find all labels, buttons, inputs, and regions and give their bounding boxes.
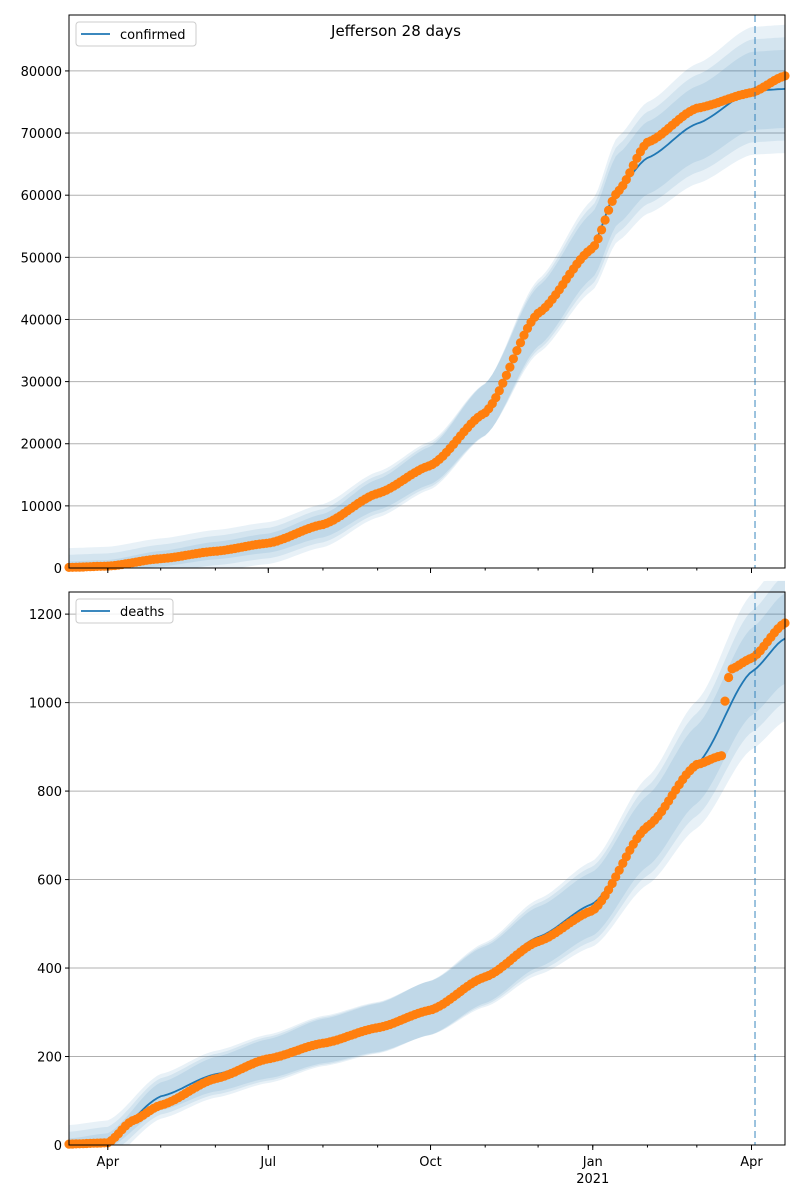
confirmed-observed-point <box>604 205 614 215</box>
confirmed-legend-label: confirmed <box>120 28 186 43</box>
confirmed-ytick-label: 60000 <box>21 189 62 204</box>
deaths-observed-point <box>716 751 727 761</box>
confirmed-ytick-label: 70000 <box>21 127 62 142</box>
deaths-ytick-label: 200 <box>37 1051 62 1066</box>
confirmed-observed-point <box>515 338 526 348</box>
confirmed-observed-point <box>625 168 635 178</box>
confirmed-panel: 0 10000 20000 30000 40000 50000 60000 70000 8000… <box>21 14 790 577</box>
confirmed-observed-point <box>589 241 600 251</box>
deaths-panel: 0 200 400 600 800 1000 1200 deaths <box>29 580 790 1154</box>
confirmed-observed-point <box>597 225 607 235</box>
confirmed-ytick-label: 80000 <box>21 65 62 80</box>
confirmed-uncertainty-band <box>69 49 785 568</box>
confirmed-observed-point <box>501 370 511 380</box>
deaths-ytick-label: 400 <box>37 962 62 977</box>
figure-title: Jefferson 28 days <box>330 22 461 40</box>
deaths-observed-point <box>614 865 624 875</box>
deaths-uncertainty-band <box>69 580 785 1145</box>
confirmed-observed-point <box>491 393 501 403</box>
confirmed-observed-point <box>607 196 617 206</box>
confirmed-observed-point <box>621 175 631 185</box>
deaths-axes-frame <box>68 591 786 1146</box>
xtick-label: Apr <box>740 1155 763 1170</box>
deaths-legend: deaths <box>75 598 174 624</box>
deaths-uncertainty-band <box>69 580 785 1145</box>
confirmed-ytick-label: 40000 <box>21 313 62 328</box>
confirmed-uncertainty-band <box>69 24 785 569</box>
confirmed-ytick-label: 20000 <box>21 438 62 453</box>
deaths-ytick-label: 1200 <box>29 608 62 623</box>
xtick-label: Oct <box>419 1155 441 1170</box>
confirmed-observed-point <box>628 160 638 170</box>
x-axis: Apr Jul Oct Jan Apr 2021 <box>97 1155 764 1187</box>
xtick-year-label: 2021 <box>576 1172 609 1187</box>
deaths-observed-point <box>724 672 734 683</box>
confirmed-legend: confirmed <box>75 21 197 47</box>
deaths-ytick-label: 800 <box>37 785 62 800</box>
confirmed-legend-box <box>75 21 197 47</box>
confirmed-observed-point <box>505 362 515 372</box>
confirmed-ytick-label: 50000 <box>21 251 62 266</box>
xtick-label: Apr <box>97 1155 120 1170</box>
deaths-uncertainty-band <box>69 593 785 1145</box>
confirmed-observed-point <box>519 330 529 340</box>
xtick-label: Jan <box>582 1155 603 1170</box>
deaths-legend-label: deaths <box>120 605 165 620</box>
deaths-ytick-label: 1000 <box>29 697 62 712</box>
confirmed-observed-point <box>508 354 518 364</box>
confirmed-ytick-label: 10000 <box>21 500 62 515</box>
confirmed-observed-point <box>498 378 508 388</box>
deaths-ytick-label: 600 <box>37 874 62 889</box>
confirmed-axes-frame <box>68 14 786 569</box>
confirmed-observed-point <box>494 386 504 396</box>
xtick-label: Jul <box>259 1155 276 1170</box>
confirmed-ytick-label: 0 <box>54 562 62 577</box>
confirmed-observed-point <box>593 234 603 244</box>
deaths-legend-box <box>75 598 174 624</box>
deaths-observed-point <box>720 696 730 706</box>
confirmed-observed-point <box>512 346 522 356</box>
deaths-ytick-label: 0 <box>54 1139 62 1154</box>
confirmed-observed-point <box>600 215 610 225</box>
confirmed-ytick-label: 30000 <box>21 376 62 391</box>
